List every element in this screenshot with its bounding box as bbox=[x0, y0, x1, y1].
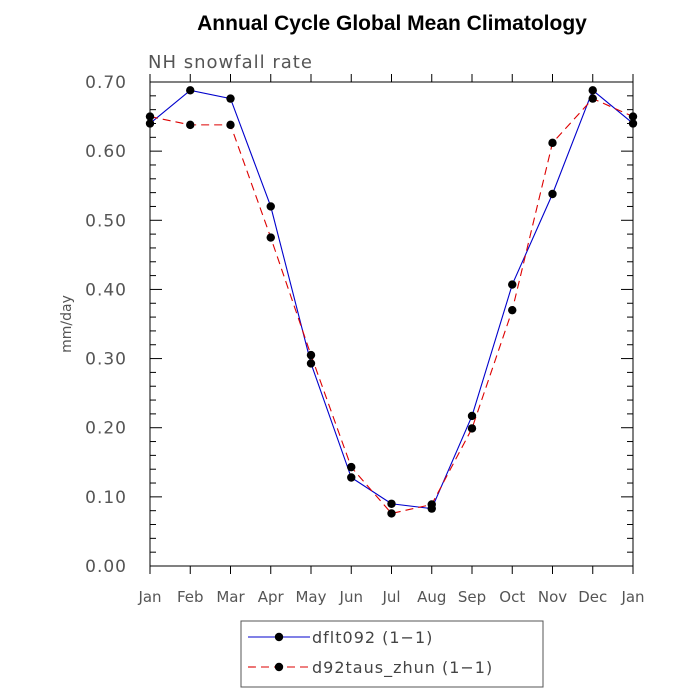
chart-subtitle: NH snowfall rate bbox=[148, 52, 313, 73]
y-tick-label: 0.40 bbox=[85, 280, 127, 300]
x-tick-label: Jan bbox=[620, 588, 644, 606]
x-tick-label: Nov bbox=[538, 588, 567, 606]
x-tick-label: Jul bbox=[381, 588, 400, 606]
data-point-d92taus_zhun bbox=[306, 350, 316, 360]
data-point-d92taus_zhun bbox=[628, 112, 638, 121]
data-point-dflt092 bbox=[588, 86, 597, 95]
x-tick-label: Mar bbox=[216, 588, 245, 606]
data-point-d92taus_zhun bbox=[427, 500, 436, 509]
x-tick-label: Jan bbox=[137, 588, 161, 606]
data-point-dflt092 bbox=[266, 202, 275, 211]
data-point-dflt092 bbox=[145, 119, 155, 128]
y-tick-label: 0.60 bbox=[85, 142, 127, 162]
data-point-d92taus_zhun bbox=[347, 462, 356, 472]
series-line-dflt092 bbox=[149, 89, 634, 510]
y-tick-label: 0.30 bbox=[85, 350, 127, 370]
x-tick-label: Feb bbox=[177, 588, 204, 606]
data-point-d92taus_zhun bbox=[508, 305, 517, 315]
data-point-dflt092 bbox=[548, 189, 557, 199]
y-tick-label: 0.50 bbox=[85, 211, 127, 231]
ticks: Jan Feb Mar Apr May Jun Jul Aug Sep Oct Nov Dec Jan 0… bbox=[85, 73, 644, 606]
legend-marker-d92taus_zhun bbox=[274, 662, 284, 672]
x-tick-label: Apr bbox=[258, 588, 285, 606]
data-point-d92taus_zhun bbox=[387, 509, 396, 518]
y-tick-label: 0.20 bbox=[85, 419, 127, 439]
legend-label-dflt092: dflt092 (1−1) bbox=[312, 628, 433, 647]
y-tick-label: 0.70 bbox=[85, 73, 127, 93]
y-tick-label: 0.00 bbox=[85, 557, 127, 577]
data-point-d92taus_zhun bbox=[548, 138, 557, 148]
x-tick-label: May bbox=[295, 588, 326, 606]
data-point-dflt092 bbox=[387, 499, 396, 508]
x-tick-label: Jun bbox=[339, 588, 363, 606]
y-tick-label: 0.10 bbox=[85, 488, 127, 508]
y-axis-label: mm/day bbox=[59, 295, 75, 353]
chart-title: Annual Cycle Global Mean Climatology bbox=[197, 12, 587, 35]
series-layer bbox=[145, 86, 638, 518]
data-point-d92taus_zhun bbox=[226, 120, 235, 130]
data-point-dflt092 bbox=[226, 94, 235, 103]
data-point-d92taus_zhun bbox=[145, 112, 155, 121]
legend[interactable]: dflt092 (1−1) d92taus_zhun (1−1) bbox=[248, 628, 493, 678]
data-point-dflt092 bbox=[467, 411, 477, 421]
series-line-d92taus_zhun bbox=[149, 97, 634, 515]
data-point-dflt092 bbox=[347, 473, 356, 482]
data-point-dflt092 bbox=[186, 86, 195, 95]
data-point-d92taus_zhun bbox=[588, 94, 597, 103]
legend-label-d92taus_zhun: d92taus_zhun (1−1) bbox=[312, 658, 493, 678]
data-point-dflt092 bbox=[306, 359, 316, 368]
legend-marker-dflt092 bbox=[274, 632, 284, 642]
x-tick-label: Aug bbox=[417, 588, 446, 606]
data-point-dflt092 bbox=[628, 119, 638, 128]
x-tick-label: Sep bbox=[458, 588, 486, 606]
data-point-d92taus_zhun bbox=[186, 120, 195, 130]
legend-box[interactable] bbox=[240, 620, 544, 688]
data-point-d92taus_zhun bbox=[467, 424, 477, 433]
x-tick-label: Oct bbox=[499, 588, 525, 606]
data-point-d92taus_zhun bbox=[266, 233, 275, 242]
plot-frame bbox=[149, 81, 634, 567]
x-tick-label: Dec bbox=[578, 588, 607, 606]
data-point-dflt092 bbox=[508, 280, 517, 289]
